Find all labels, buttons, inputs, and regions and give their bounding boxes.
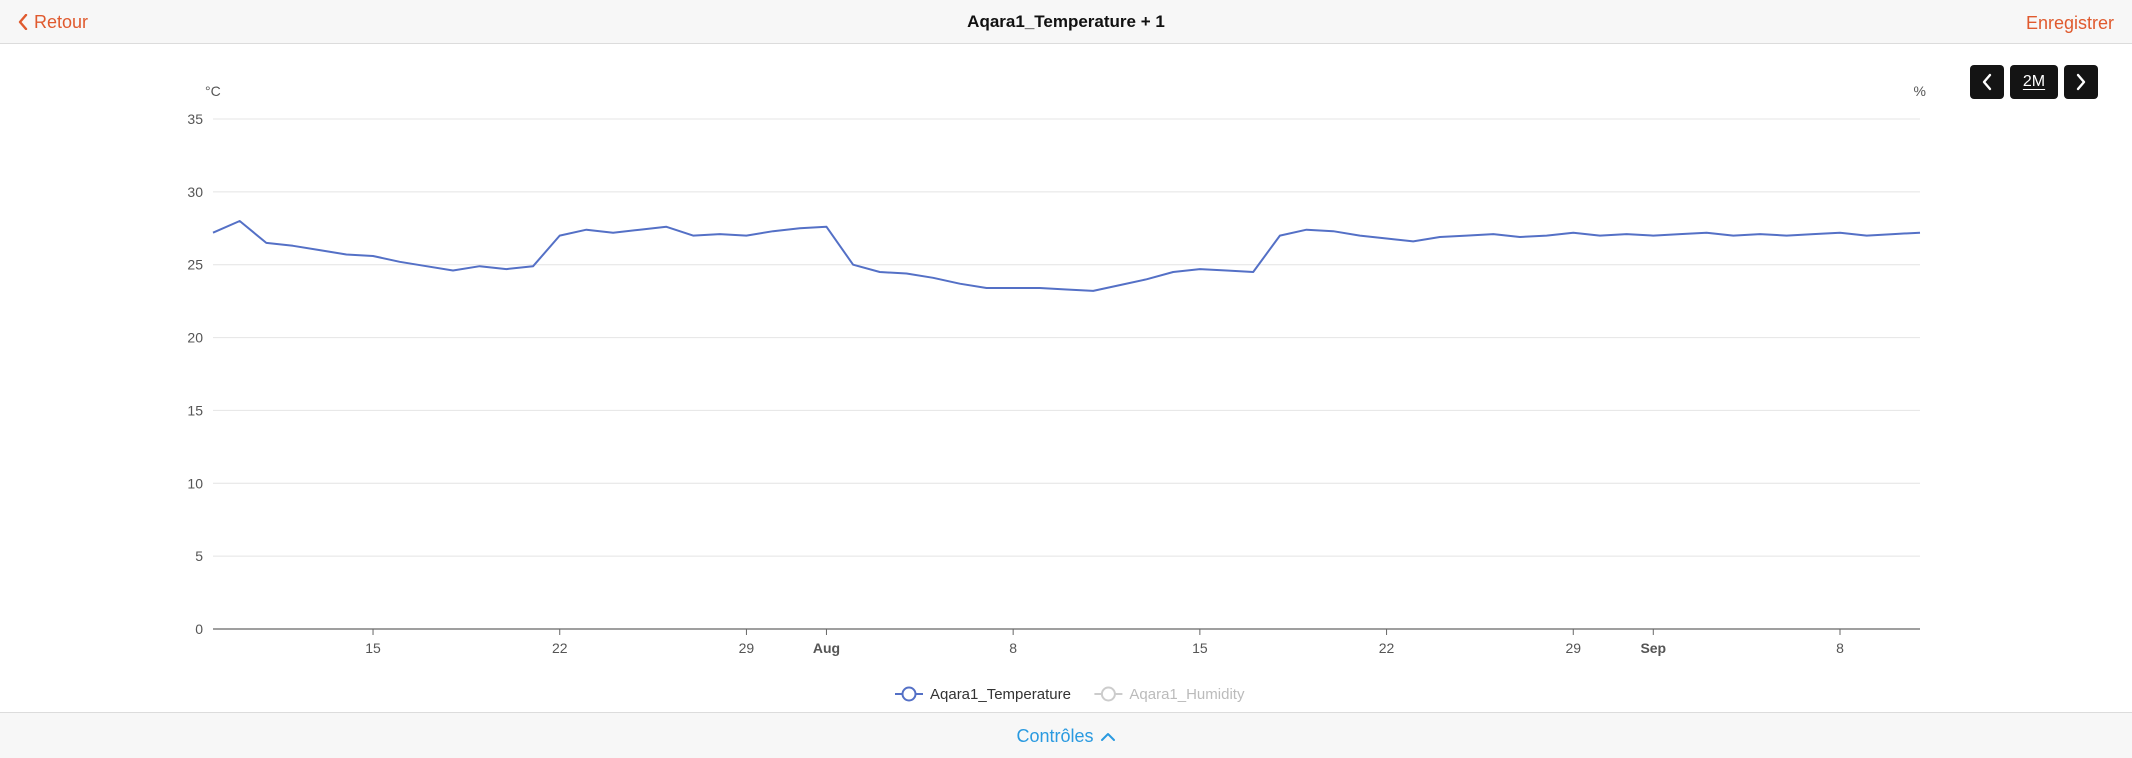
y-tick-label: 10 xyxy=(187,475,203,491)
chevron-left-icon xyxy=(18,14,28,30)
page-title: Aqara1_Temperature + 1 xyxy=(967,12,1165,31)
legend: Aqara1_Temperature Aqara1_Humidity xyxy=(895,686,1245,703)
y-tick-label: 15 xyxy=(187,402,203,418)
y-axis-ticks: 0 5 10 15 20 25 30 35 xyxy=(187,111,203,637)
axis-units: °C% xyxy=(205,83,1926,99)
y-tick-label: 25 xyxy=(187,257,203,273)
y-tick-label: 20 xyxy=(187,330,203,346)
legend-marker xyxy=(1100,686,1116,702)
x-tick-label: 22 xyxy=(552,640,568,656)
y-tick-label: 30 xyxy=(187,184,203,200)
x-axis: 15 22 29 Aug 8 15 22 29 Sep 8 xyxy=(213,628,1920,656)
save-button[interactable]: Enregistrer xyxy=(2025,13,2114,33)
controls-label: Contrôles xyxy=(1016,726,1094,746)
back-button[interactable]: Retour xyxy=(18,10,88,34)
period-label: 2M xyxy=(2022,73,2046,90)
x-tick-label: 15 xyxy=(1192,640,1208,656)
y-tick-label: 5 xyxy=(195,548,203,564)
top-bar: Retour Aqara1_Temperature + 1 Enregistre… xyxy=(0,0,2132,44)
x-tick-label: 29 xyxy=(739,640,755,656)
chevron-right-icon xyxy=(2076,73,2086,91)
y-tick-label: 35 xyxy=(187,111,203,127)
x-tick-label: 29 xyxy=(1565,640,1581,656)
period-selector-button[interactable]: 2M xyxy=(2010,65,2058,99)
x-tick-label: 8 xyxy=(1009,640,1017,656)
legend-label: Aqara1_Temperature xyxy=(930,686,1071,703)
legend-label: Aqara1_Humidity xyxy=(1129,686,1245,703)
x-tick-label: 15 xyxy=(365,640,381,656)
chevron-up-icon xyxy=(1100,733,1115,742)
x-tick-label: Sep xyxy=(1640,640,1666,656)
y-right-unit: % xyxy=(1914,83,1926,99)
y-tick-label: 0 xyxy=(195,621,203,637)
series-line xyxy=(212,220,1921,292)
next-period-button[interactable] xyxy=(2064,65,2098,99)
back-label: Retour xyxy=(34,11,89,32)
x-tick-label: 8 xyxy=(1836,640,1844,656)
series-lines xyxy=(212,220,1921,292)
legend-marker xyxy=(901,686,917,702)
x-tick-label: Aug xyxy=(813,640,840,656)
chart-area[interactable]: 0 5 10 15 20 25 30 35 15 22 29 Aug 8 15 22 29 Sep 8 °C% … xyxy=(0,44,2132,712)
chevron-left-icon xyxy=(1982,73,1992,91)
previous-period-button[interactable] xyxy=(1970,65,2004,99)
grid-lines xyxy=(213,118,1920,557)
y-left-unit: °C xyxy=(205,83,221,99)
controls-toggle-button[interactable]: Contrôles xyxy=(0,726,2132,747)
footer-bar: Contrôles xyxy=(0,712,2132,758)
x-tick-label: 22 xyxy=(1379,640,1395,656)
